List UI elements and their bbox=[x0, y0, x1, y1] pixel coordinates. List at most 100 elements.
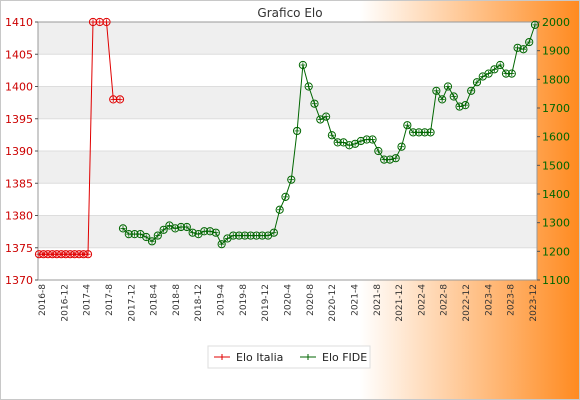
elo-fide-point bbox=[391, 154, 400, 163]
elo-italia-point bbox=[115, 95, 125, 104]
y-left-tick-label: 1370 bbox=[5, 274, 33, 287]
elo-fide-point bbox=[467, 86, 476, 95]
legend: Elo Italia Elo FIDE bbox=[207, 345, 371, 369]
elo-fide-point bbox=[484, 69, 493, 78]
elo-fide-point bbox=[304, 82, 313, 91]
x-tick-label: 2020-8 bbox=[306, 284, 316, 316]
chart-title: Grafico Elo bbox=[257, 6, 322, 20]
y-left-tick-label: 1375 bbox=[5, 242, 33, 255]
elo-fide-point bbox=[461, 101, 470, 110]
elo-fide-point bbox=[188, 228, 197, 237]
x-tick-label: 2017-12 bbox=[127, 284, 137, 322]
y-right-tick-label: 1300 bbox=[542, 217, 570, 230]
elo-fide-point bbox=[275, 205, 284, 214]
x-tick-label: 2023-8 bbox=[507, 284, 517, 316]
y-right-tick-label: 2000 bbox=[542, 16, 570, 29]
elo-fide-point bbox=[426, 128, 435, 137]
y-left-tick-label: 1390 bbox=[5, 145, 33, 158]
elo-fide-point bbox=[321, 112, 331, 121]
x-tick-label: 2023-12 bbox=[529, 284, 539, 322]
elo-fide-point bbox=[310, 99, 319, 108]
legend-item-elo-fide: Elo FIDE bbox=[322, 351, 367, 364]
elo-fide-point bbox=[327, 131, 337, 140]
y-right-tick-label: 1700 bbox=[542, 102, 570, 115]
x-tick-label: 2020-12 bbox=[328, 284, 338, 322]
y-right-tick-label: 1800 bbox=[542, 73, 570, 86]
x-tick-label: 2016-12 bbox=[60, 284, 70, 322]
y-left-tick-label: 1405 bbox=[5, 48, 33, 61]
x-tick-label: 2018-4 bbox=[150, 284, 160, 316]
elo-fide-point bbox=[356, 136, 366, 146]
elo-fide-point bbox=[472, 78, 482, 87]
x-tick-label: 2021-12 bbox=[395, 284, 405, 322]
elo-italia-point bbox=[102, 17, 111, 27]
elo-fide-point bbox=[368, 135, 377, 144]
y-left-tick-label: 1380 bbox=[5, 210, 33, 223]
y-right-tick-label: 1900 bbox=[542, 45, 570, 58]
y-left-tick-label: 1400 bbox=[5, 81, 33, 94]
x-tick-label: 2022-12 bbox=[462, 284, 472, 322]
y-right-tick-label: 1400 bbox=[542, 188, 570, 201]
y-right-tick-label: 1200 bbox=[542, 245, 570, 258]
x-tick-label: 2017-8 bbox=[105, 284, 115, 316]
elo-fide-line bbox=[122, 24, 536, 246]
x-tick-label: 2019-12 bbox=[261, 284, 271, 322]
x-tick-label: 2021-8 bbox=[373, 284, 383, 316]
elo-fide-point bbox=[298, 60, 307, 70]
elo-fide-point bbox=[147, 237, 157, 246]
elo-fide-point bbox=[507, 69, 516, 78]
x-tick-label: 2016-8 bbox=[38, 284, 48, 316]
x-tick-label: 2019-4 bbox=[217, 284, 227, 316]
elo-fide-point bbox=[496, 60, 505, 70]
elo-fide-point bbox=[525, 37, 534, 47]
elo-fide-point bbox=[205, 227, 215, 236]
elo-fide-point bbox=[159, 225, 168, 234]
elo-fide-point bbox=[490, 65, 499, 74]
x-tick-label: 2017-4 bbox=[83, 284, 93, 316]
elo-fide-point bbox=[292, 126, 302, 136]
elo-fide-point bbox=[530, 20, 540, 29]
elo-fide-point bbox=[513, 43, 522, 52]
legend-box bbox=[207, 345, 371, 369]
elo-fide-point bbox=[217, 240, 226, 249]
x-tick-label: 2023-4 bbox=[484, 284, 494, 316]
elo-fide-point bbox=[211, 228, 220, 237]
y-left-tick-label: 1410 bbox=[5, 16, 33, 29]
y-right-tick-label: 1600 bbox=[542, 131, 570, 144]
series-elo-fide bbox=[118, 20, 540, 249]
elo-fide-point bbox=[449, 92, 458, 101]
plot-area bbox=[37, 21, 538, 281]
y-right-tick-label: 1500 bbox=[542, 159, 570, 172]
elo-fide-point bbox=[142, 232, 151, 242]
x-tick-label: 2022-8 bbox=[440, 284, 450, 316]
elo-fide-point bbox=[438, 95, 447, 104]
grid-band bbox=[38, 22, 537, 55]
elo-fide-point bbox=[432, 86, 441, 95]
elo-fide-point bbox=[397, 142, 406, 151]
x-tick-label: 2019-8 bbox=[239, 284, 249, 316]
series-elo-italia bbox=[34, 17, 125, 259]
grid-band bbox=[38, 151, 537, 184]
elo-fide-point bbox=[171, 224, 180, 233]
elo-fide-point bbox=[281, 192, 290, 201]
elo-fide-point bbox=[374, 146, 383, 156]
x-tick-label: 2018-12 bbox=[194, 284, 204, 322]
elo-fide-point bbox=[443, 82, 453, 91]
x-tick-label: 2018-8 bbox=[172, 284, 182, 316]
legend-item-elo-italia: Elo Italia bbox=[236, 351, 283, 364]
axes: 1370 1375 1380 1385 1390 1395 1400 1405 1410 1100… bbox=[5, 16, 570, 322]
elo-fide-point bbox=[403, 121, 412, 130]
x-tick-label: 2021-4 bbox=[350, 284, 360, 316]
elo-fide-point bbox=[345, 141, 354, 150]
elo-fide-point bbox=[153, 231, 162, 240]
y-left-tick-label: 1385 bbox=[5, 177, 33, 190]
elo-fide-point bbox=[287, 175, 296, 184]
elo-fide-point bbox=[182, 222, 191, 232]
grid-band bbox=[38, 215, 537, 248]
elo-fide-point bbox=[455, 102, 464, 111]
elo-fide-point bbox=[385, 155, 395, 164]
y-left-tick-label: 1395 bbox=[5, 113, 33, 126]
elo-fide-point bbox=[269, 228, 278, 237]
x-tick-label: 2022-4 bbox=[417, 284, 427, 316]
x-tick-label: 2020-4 bbox=[284, 284, 294, 316]
